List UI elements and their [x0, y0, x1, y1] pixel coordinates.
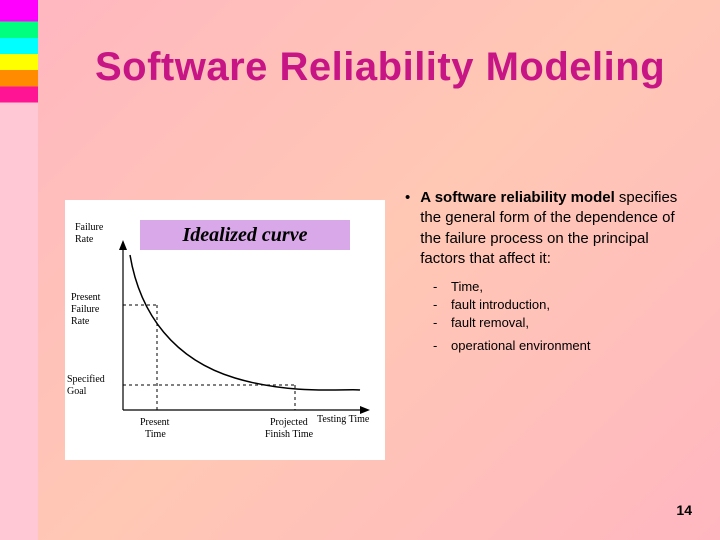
slide-accent-bar	[0, 0, 38, 540]
dash-icon: -	[433, 338, 441, 353]
chart-caption-box: Idealized curve	[140, 220, 350, 250]
ylabel-failure2: Failure	[71, 304, 100, 315]
sub-list: - Time, - fault introduction, - fault re…	[433, 279, 695, 353]
ylabel-goal: Goal	[67, 386, 87, 397]
ylabel-present: Present	[71, 292, 101, 303]
dash-icon: -	[433, 297, 441, 312]
sub-item: - Time,	[433, 279, 695, 294]
ylabel-rate2: Rate	[71, 316, 90, 327]
ylabel-failure: Failure	[75, 222, 104, 233]
xlabel-projected: Projected	[270, 417, 308, 428]
sub-text: Time,	[451, 279, 483, 294]
dash-icon: -	[433, 315, 441, 330]
sub-text: operational environment	[451, 338, 590, 353]
xlabel-finishtime: Finish Time	[265, 429, 314, 440]
page-number: 14	[676, 502, 692, 518]
xlabel-present: Present	[140, 417, 170, 428]
ylabel-specified: Specified	[67, 374, 105, 385]
bullet-text: A software reliability model specifies t…	[420, 188, 695, 269]
bullet-lead: A software reliability model	[420, 189, 615, 206]
sub-item: - fault introduction,	[433, 297, 695, 312]
bullet-dot-icon: •	[405, 188, 410, 269]
main-bullet: • A software reliability model specifies…	[405, 188, 695, 269]
sub-item: - fault removal,	[433, 315, 695, 330]
xlabel-time: Time	[145, 429, 166, 440]
ylabel-rate: Rate	[75, 234, 94, 245]
sub-text: fault introduction,	[451, 297, 550, 312]
xlabel-testingtime: Testing Time	[317, 414, 370, 425]
sub-text: fault removal,	[451, 315, 529, 330]
sub-item: - operational environment	[433, 338, 695, 353]
slide-title: Software Reliability Modeling	[95, 45, 665, 90]
chart-caption: Idealized curve	[183, 224, 308, 247]
content-block: • A software reliability model specifies…	[405, 188, 695, 356]
dash-icon: -	[433, 279, 441, 294]
